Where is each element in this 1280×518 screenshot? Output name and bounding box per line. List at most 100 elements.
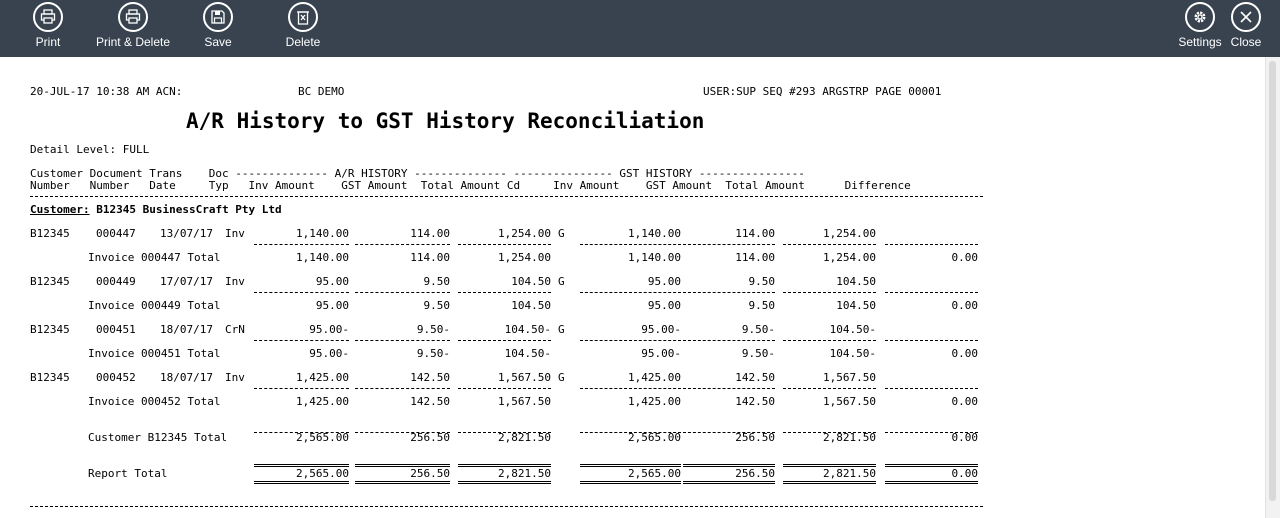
- row-gst-gst-amount: 9.50: [748, 275, 776, 288]
- close-icon: [1231, 2, 1261, 32]
- rule-line: [254, 432, 349, 433]
- customer-total-ar-inv: 2,565.00: [296, 431, 349, 444]
- delete-label: Delete: [285, 35, 321, 49]
- report-header-right: USER:SUP SEQ #293 ARGSTRP PAGE 00001: [703, 85, 942, 98]
- vertical-scrollbar[interactable]: [1265, 57, 1280, 518]
- rule-line: [885, 464, 978, 467]
- row-customer: B12345: [30, 275, 70, 288]
- rule-line: [458, 464, 551, 467]
- rule-line: [254, 481, 349, 484]
- rule-line: [683, 481, 775, 484]
- rule-line: [580, 388, 681, 389]
- customer-heading: Customer: B12345 BusinessCraft Pty Ltd: [30, 204, 282, 216]
- row-gst-total-amount: 1,567.50: [823, 371, 876, 384]
- close-label: Close: [1230, 35, 1262, 49]
- print-and-delete-label: Print & Delete: [95, 35, 171, 49]
- row-doc-type: Inv: [225, 275, 245, 288]
- print-button[interactable]: Print: [20, 0, 76, 57]
- subtotal-difference: 0.00: [951, 251, 979, 264]
- settings-label: Settings: [1178, 35, 1222, 49]
- subtotal-ar-total: 104.50: [511, 299, 551, 312]
- row-date: 13/07/17: [160, 227, 213, 240]
- subtotal-ar-total: 1,567.50: [498, 395, 551, 408]
- report-total-ar-gst: 256.50: [410, 467, 450, 480]
- row-ar-inv-amount: 95.00: [315, 275, 349, 288]
- settings-button[interactable]: Settings: [1174, 0, 1226, 57]
- rule-line: [355, 432, 450, 433]
- scrollbar-thumb[interactable]: [1269, 61, 1276, 501]
- report-total-gst-total: 2,821.50: [823, 467, 876, 480]
- subtotal-gst-inv: 95.00-: [641, 347, 681, 360]
- trash-icon: [288, 2, 318, 32]
- rule-line: [783, 244, 876, 245]
- delete-button[interactable]: Delete: [276, 0, 330, 57]
- rule-line: [254, 292, 349, 293]
- row-document: 000449: [96, 275, 136, 288]
- rule-line: [580, 244, 681, 245]
- row-customer: B12345: [30, 227, 70, 240]
- row-gst-inv-amount: 1,425.00: [628, 371, 681, 384]
- subtotal-gst-total: 104.50: [836, 299, 876, 312]
- rule-line: [458, 388, 551, 389]
- row-ar-gst-amount: 9.50: [423, 275, 451, 288]
- customer-total-difference: 0.00: [951, 431, 979, 444]
- rule-line: [355, 464, 450, 467]
- rule-line: [355, 292, 450, 293]
- row-ar-total-amount: 104.50-: [504, 323, 551, 336]
- rule-line: [783, 481, 876, 484]
- customer-total-ar-total: 2,821.50: [498, 431, 551, 444]
- subtotal-gst-total: 104.50-: [829, 347, 876, 360]
- row-document: 000451: [96, 323, 136, 336]
- rule-line: [885, 244, 978, 245]
- row-customer: B12345: [30, 323, 70, 336]
- subtotal-difference: 0.00: [951, 299, 979, 312]
- floppy-disk-icon: [203, 2, 233, 32]
- rule-line: [683, 464, 775, 467]
- rule-line: [580, 340, 681, 341]
- row-date: 18/07/17: [160, 323, 213, 336]
- subtotal-gst-gst: 9.50: [748, 299, 776, 312]
- subtotal-label: Invoice 000451 Total: [88, 347, 221, 360]
- row-code: G: [558, 275, 565, 288]
- row-code: G: [558, 227, 565, 240]
- customer-name: B12345 BusinessCraft Pty Ltd: [96, 203, 282, 216]
- subtotal-ar-gst: 9.50: [423, 299, 451, 312]
- report-company: BC DEMO: [298, 85, 345, 98]
- subtotal-ar-total: 104.50-: [504, 347, 551, 360]
- rule-line: [580, 432, 681, 433]
- rule-line: [254, 388, 349, 389]
- report-header-left: 20-JUL-17 10:38 AM ACN:: [30, 85, 183, 98]
- row-date: 17/07/17: [160, 275, 213, 288]
- row-customer: B12345: [30, 371, 70, 384]
- rule-line: [254, 340, 349, 341]
- subtotal-gst-inv: 95.00: [647, 299, 681, 312]
- print-and-delete-button[interactable]: Print & Delete: [92, 0, 174, 57]
- row-ar-total-amount: 1,254.00: [498, 227, 551, 240]
- row-gst-inv-amount: 95.00-: [641, 323, 681, 336]
- rule-line: [783, 292, 876, 293]
- row-ar-inv-amount: 1,425.00: [296, 371, 349, 384]
- row-doc-type: CrN: [225, 323, 245, 336]
- column-header-row-2: Number Number Date Typ Inv Amount GST Am…: [30, 179, 911, 192]
- customer-total-ar-gst: 256.50: [410, 431, 450, 444]
- save-label: Save: [204, 35, 232, 49]
- close-button[interactable]: Close: [1226, 0, 1266, 57]
- subtotal-label: Invoice 000449 Total: [88, 299, 221, 312]
- header-divider: [30, 196, 983, 197]
- subtotal-gst-inv: 1,140.00: [628, 251, 681, 264]
- row-gst-gst-amount: 9.50-: [741, 323, 775, 336]
- rule-line: [254, 244, 349, 245]
- report-total-ar-inv: 2,565.00: [296, 467, 349, 480]
- row-ar-total-amount: 1,567.50: [498, 371, 551, 384]
- save-button[interactable]: Save: [192, 0, 244, 57]
- customer-total-label: Customer B12345 Total: [88, 431, 228, 444]
- subtotal-ar-gst: 142.50: [410, 395, 450, 408]
- rule-line: [458, 432, 551, 433]
- rule-line: [355, 340, 450, 341]
- subtotal-ar-total: 1,254.00: [498, 251, 551, 264]
- row-gst-gst-amount: 142.50: [735, 371, 775, 384]
- row-document: 000447: [96, 227, 136, 240]
- report-viewer[interactable]: 20-JUL-17 10:38 AM ACN: BC DEMO USER:SUP…: [0, 57, 1266, 518]
- row-date: 18/07/17: [160, 371, 213, 384]
- subtotal-ar-gst: 9.50-: [416, 347, 450, 360]
